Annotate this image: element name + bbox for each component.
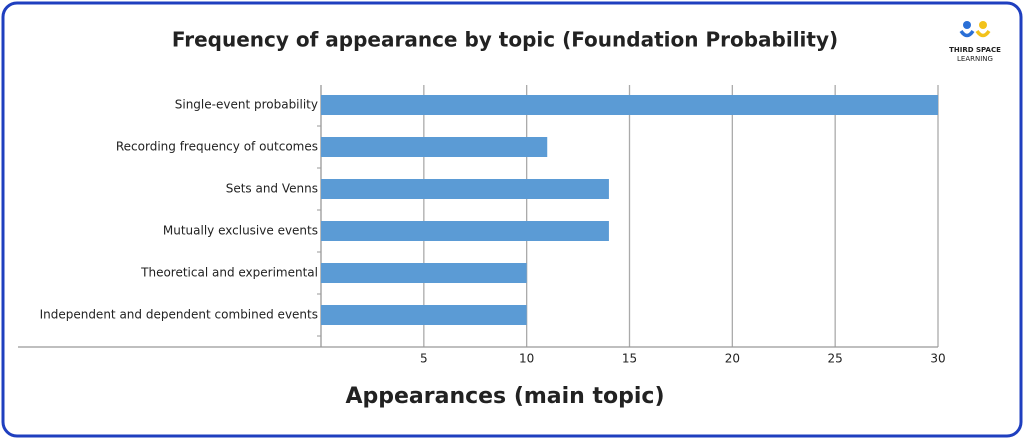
y-tick-label: Recording frequency of outcomes	[116, 140, 318, 154]
logo-smile	[959, 29, 975, 38]
logo-text: LEARNING	[957, 55, 993, 63]
y-tick-label: Single-event probability	[175, 98, 318, 112]
logo-dot	[979, 21, 987, 29]
y-tick-label: Theoretical and experimental	[140, 266, 318, 280]
x-tick-label: 10	[519, 352, 534, 366]
bar	[321, 305, 527, 325]
chart-title: Frequency of appearance by topic (Founda…	[172, 28, 838, 52]
logo-smile	[975, 29, 991, 38]
x-tick-label: 15	[622, 352, 637, 366]
y-tick-label: Independent and dependent combined event…	[40, 308, 318, 322]
bar	[321, 263, 527, 283]
logo: THIRD SPACE LEARNING	[949, 21, 1001, 63]
bar	[321, 137, 548, 157]
x-tick-label: 25	[828, 352, 843, 366]
x-tick-label: 30	[930, 352, 945, 366]
bar	[321, 95, 938, 115]
bar	[321, 221, 609, 241]
x-axis-label: Appearances (main topic)	[345, 384, 664, 409]
x-tick-label: 20	[725, 352, 740, 366]
y-tick-label: Mutually exclusive events	[163, 224, 318, 238]
logo-dot	[963, 21, 971, 29]
bar	[321, 179, 609, 199]
logo-text: THIRD SPACE	[949, 46, 1001, 54]
x-tick-label: 5	[420, 352, 428, 366]
y-tick-label: Sets and Venns	[226, 182, 318, 196]
